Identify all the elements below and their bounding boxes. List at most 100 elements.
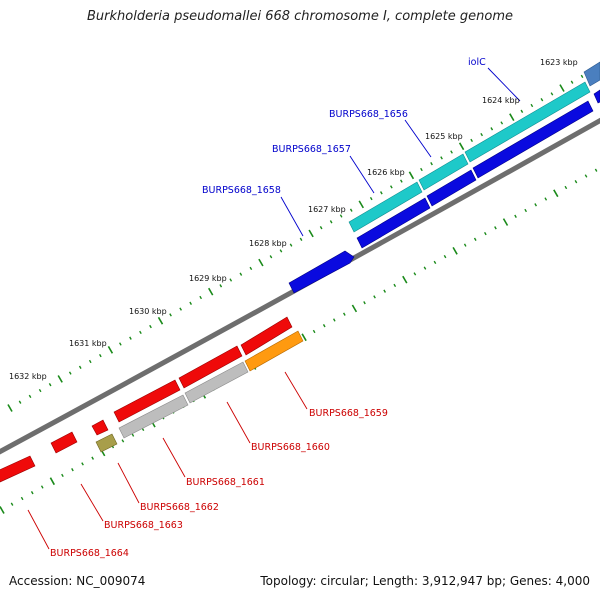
- inner-tick: [494, 226, 497, 230]
- leader-1657: [349, 155, 375, 194]
- outer-tick: [98, 353, 102, 358]
- outer-tick: [530, 103, 534, 108]
- gene-1660-grey[interactable]: [184, 361, 249, 404]
- gene-1656-blue[interactable]: [426, 169, 477, 207]
- gene-1664-red[interactable]: [0, 455, 36, 483]
- outer-tick: [149, 324, 152, 329]
- outer-tick: [389, 185, 393, 189]
- outer-tick: [157, 316, 164, 325]
- kbp-label: 1625 kbp: [425, 132, 463, 141]
- gene-label-1662[interactable]: BURPS668_1662: [140, 502, 219, 513]
- gene-label-1661[interactable]: BURPS668_1661: [186, 477, 265, 488]
- outer-tick: [520, 109, 524, 113]
- gene-label-iolC[interactable]: iolC: [468, 57, 486, 68]
- inner-tick: [594, 168, 598, 172]
- outer-tick: [57, 375, 63, 383]
- inner-tick: [534, 203, 538, 207]
- gene-label-1657[interactable]: BURPS668_1657: [272, 144, 351, 155]
- inner-tick: [383, 289, 387, 293]
- kbp-label: 1630 kbp: [129, 307, 167, 316]
- gene-label-1658[interactable]: BURPS668_1658: [202, 185, 281, 196]
- leader-1661: [162, 437, 186, 478]
- gene-1662-red[interactable]: [91, 419, 109, 436]
- outer-tick: [269, 255, 273, 259]
- inner-tick: [91, 456, 95, 460]
- inner-tick: [40, 485, 44, 489]
- gene-1661-grey[interactable]: [118, 394, 189, 439]
- inner-tick: [564, 185, 568, 190]
- kbp-label: 1628 kbp: [249, 239, 287, 248]
- outer-tick: [289, 243, 293, 247]
- outer-tick: [480, 132, 484, 137]
- outer-tick: [470, 138, 474, 143]
- gene-iolC-blue[interactable]: [472, 100, 594, 179]
- inner-tick: [30, 491, 34, 495]
- outer-tick: [78, 365, 82, 369]
- kbp-label: 1632 kbp: [9, 372, 47, 381]
- outer-tick: [500, 121, 504, 125]
- outer-tick: [88, 359, 92, 364]
- gene-label-1664[interactable]: BURPS668_1664: [50, 548, 129, 559]
- outer-tick: [129, 336, 132, 340]
- outer-tick: [408, 171, 415, 180]
- gene-1658-blue[interactable]: [288, 250, 355, 294]
- inner-tick: [524, 208, 528, 213]
- gene-1657-cyan[interactable]: [348, 181, 423, 233]
- outer-tick: [118, 342, 122, 346]
- outer-tick: [509, 113, 515, 122]
- inner-tick: [463, 243, 467, 247]
- outer-tick: [339, 214, 343, 218]
- gene-top-corner[interactable]: [583, 61, 600, 87]
- gene-1660-red[interactable]: [178, 345, 243, 389]
- inner-tick: [514, 214, 517, 218]
- kbp-label: 1629 kbp: [189, 274, 227, 283]
- gene-1656-cyan[interactable]: [418, 153, 469, 191]
- inner-tick: [373, 295, 376, 299]
- outer-tick: [540, 98, 544, 102]
- outer-tick: [249, 266, 253, 271]
- kbp-label: 1627 kbp: [308, 205, 346, 214]
- inner-tick: [584, 174, 588, 178]
- leader-1659: [284, 371, 308, 410]
- inner-tick: [473, 237, 477, 241]
- kbp-label: 1623 kbp: [540, 58, 578, 67]
- inner-tick: [71, 468, 74, 472]
- gene-labels: iolC BURPS668_1656 BURPS668_1657 BURPS66…: [50, 57, 486, 559]
- outer-tick: [38, 388, 42, 393]
- outer-tick: [107, 345, 114, 354]
- outer-tick: [440, 156, 443, 160]
- kbp-label: 1631 kbp: [69, 339, 107, 348]
- gene-track: [0, 61, 600, 483]
- kbp-label: 1626 kbp: [367, 168, 405, 177]
- outer-tick: [48, 383, 52, 387]
- leader-1664: [27, 509, 50, 550]
- gene-label-1663[interactable]: BURPS668_1663: [104, 520, 183, 531]
- outer-tick: [179, 307, 183, 311]
- gene-label-1660[interactable]: BURPS668_1660: [251, 442, 330, 453]
- inner-tick: [312, 329, 316, 334]
- leader-lines: [27, 67, 521, 550]
- inner-tick: [483, 231, 487, 236]
- gene-label-1656[interactable]: BURPS668_1656: [329, 109, 408, 120]
- gene-right-edge-blue[interactable]: [593, 89, 600, 104]
- gene-1661-red[interactable]: [113, 379, 181, 423]
- outer-tick-ring: [7, 68, 594, 412]
- gene-1662-olive[interactable]: [95, 433, 118, 453]
- outer-tick: [139, 330, 142, 335]
- outer-tick: [430, 162, 433, 166]
- leader-1658: [280, 196, 304, 237]
- outer-tick: [18, 400, 22, 404]
- gene-1659-red[interactable]: [240, 316, 293, 356]
- gene-1659-orange[interactable]: [244, 330, 304, 372]
- map-title: Burkholderia pseudomallei 668 chromosome…: [86, 9, 514, 24]
- gene-1663-red[interactable]: [50, 431, 78, 454]
- gene-label-1659[interactable]: BURPS668_1659: [309, 408, 388, 419]
- inner-tick: [10, 502, 14, 506]
- outer-tick: [169, 313, 172, 317]
- inner-tick: [502, 218, 509, 226]
- outer-tick: [358, 200, 364, 209]
- gene-iolC-cyan[interactable]: [464, 81, 591, 163]
- gene-1657-blue[interactable]: [356, 197, 431, 249]
- kbp-label: 1624 kbp: [482, 96, 520, 105]
